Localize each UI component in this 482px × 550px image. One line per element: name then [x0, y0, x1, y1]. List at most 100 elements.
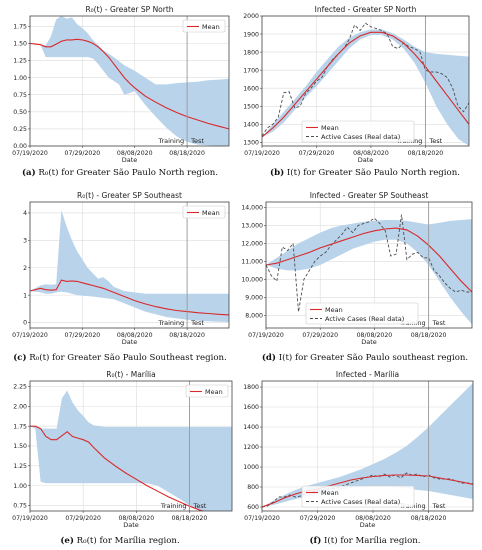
- y-tick-label: 14,000: [241, 205, 263, 212]
- caption-text: R₀(t) for Greater São Paulo Southeast re…: [27, 352, 227, 363]
- y-tick-label: 2.25: [13, 384, 27, 391]
- legend-label: Mean: [321, 124, 339, 132]
- legend-label: Active Cases (Real data): [321, 498, 400, 506]
- y-tick-label: 0.00: [13, 143, 27, 150]
- y-tick-label: 12,000: [241, 241, 263, 248]
- y-tick-label: 1.00: [13, 75, 27, 82]
- y-tick-label: 0.75: [13, 92, 27, 99]
- y-tick-label: 1200: [243, 444, 259, 451]
- x-tick-label: 07/19/2020: [12, 150, 48, 157]
- legend-label: Mean: [205, 388, 223, 396]
- x-axis-label: Date: [358, 156, 374, 164]
- legend-box: [301, 485, 415, 508]
- confidence-band: [262, 29, 469, 146]
- caption-tag: (b): [270, 167, 284, 178]
- legend: Mean: [182, 19, 226, 33]
- confidence-band: [30, 210, 229, 322]
- x-tick-label: 07/29/2020: [65, 332, 101, 339]
- caption-tag: (d): [262, 352, 276, 363]
- y-tick-label: 1700: [243, 67, 259, 74]
- chart-panel-a: Training Test 0.00 0.25 0.50 0.75 1.00 1.25 1.50…: [12, 5, 230, 178]
- y-tick-label: 13,000: [241, 223, 263, 230]
- axes-frame: [261, 380, 474, 512]
- x-tick-label: 08/18/2020: [411, 515, 447, 522]
- x-axis-label: Date: [123, 521, 139, 529]
- y-tick-label: 1.25: [13, 463, 27, 470]
- legend-label: Mean: [321, 489, 339, 497]
- x-tick-label: 08/08/2020: [118, 515, 154, 522]
- y-tick-label: 1000: [243, 464, 259, 471]
- plot-area: [30, 210, 229, 322]
- y-tick-label: 2000: [243, 13, 259, 20]
- y-tick-label: 1800: [243, 49, 259, 56]
- y-tick-label: 0.25: [13, 126, 27, 133]
- x-axis-label: Date: [122, 156, 138, 164]
- plot-area: [262, 22, 469, 146]
- x-tick-label: 08/08/2020: [117, 150, 153, 157]
- y-tick-label: 1400: [243, 424, 259, 431]
- legend-box: [182, 19, 226, 33]
- plot-area: [262, 383, 473, 508]
- caption-tag: (c): [13, 352, 26, 363]
- caption-text: I(t) for Marília region.: [321, 535, 420, 546]
- series-mean: [30, 279, 229, 316]
- chart-panel-c: Training Test 0 1 2 3 4 07/19/2020 07/29/2020 08/…: [12, 191, 230, 363]
- y-tick-label: 1400: [243, 122, 259, 129]
- chart-panel-b: TrainingTest1300140015001600170018001900…: [243, 5, 470, 178]
- plot-area: [30, 390, 232, 511]
- legend-label: Mean: [202, 23, 220, 31]
- y-tick-label: 800: [247, 484, 259, 491]
- x-tick-label: 08/08/2020: [357, 332, 393, 339]
- training-label: Training: [157, 137, 184, 145]
- confidence-band: [30, 390, 232, 511]
- chart-panel-f: TrainingTest6008001000120014001600180007…: [243, 370, 474, 546]
- legend-label: Mean: [325, 306, 343, 314]
- axes-frame: [261, 15, 470, 147]
- y-tick-label: 1.75: [13, 423, 27, 430]
- y-tick-label: 9,000: [245, 295, 263, 302]
- x-tick-label: 07/19/2020: [244, 515, 280, 522]
- chart-title: R₀(t) - Marília: [106, 370, 155, 379]
- test-label: Test: [432, 502, 446, 510]
- series-mean: [30, 425, 205, 511]
- x-tick-label: 07/29/2020: [65, 515, 101, 522]
- legend: Mean: [185, 384, 229, 398]
- caption-text: I(t) for Greater São Paulo southeast reg…: [276, 352, 468, 363]
- series-active-cases: [262, 22, 469, 137]
- confidence-band: [266, 219, 472, 325]
- axes-frame: [29, 201, 230, 329]
- y-tick-label: 10,000: [241, 277, 263, 284]
- axes-frame: [29, 15, 230, 147]
- x-tick-label: 07/29/2020: [299, 150, 335, 157]
- axes-frame: [265, 201, 473, 329]
- y-tick-label: 1.50: [13, 41, 27, 48]
- test-label: Test: [428, 137, 442, 145]
- series-active-cases: [266, 214, 472, 312]
- y-tick-label: 1900: [243, 31, 259, 38]
- legend-box: [185, 384, 229, 398]
- test-label: Test: [432, 319, 446, 327]
- x-tick-label: 07/19/2020: [248, 332, 284, 339]
- y-tick-label: 2.00: [13, 404, 27, 411]
- x-tick-label: 07/29/2020: [300, 515, 336, 522]
- x-axis-label: Date: [361, 338, 377, 346]
- y-tick-label: 1300: [243, 140, 259, 147]
- legend: Mean: [182, 205, 226, 219]
- x-axis-label: Date: [360, 521, 376, 529]
- y-tick-label: 11,000: [241, 259, 263, 266]
- y-tick-label: 4: [23, 210, 27, 217]
- figure-caption: (e) R₀(t) for Marília region.: [60, 535, 179, 546]
- chart-panel-e: Training Test 0.75 1.00 1.25 1.50 1.75 2.00 2.25…: [12, 370, 233, 546]
- training-label: Training: [157, 319, 184, 327]
- caption-text: I(t) for Greater São Paulo North region.: [284, 167, 460, 178]
- y-tick-label: 1: [23, 292, 27, 299]
- x-tick-label: 08/18/2020: [172, 515, 208, 522]
- y-tick-label: 0.50: [13, 109, 27, 116]
- test-label: Test: [190, 137, 204, 145]
- caption-text: R₀(t) for Greater São Paulo North region…: [36, 167, 218, 178]
- legend-box: [305, 302, 419, 325]
